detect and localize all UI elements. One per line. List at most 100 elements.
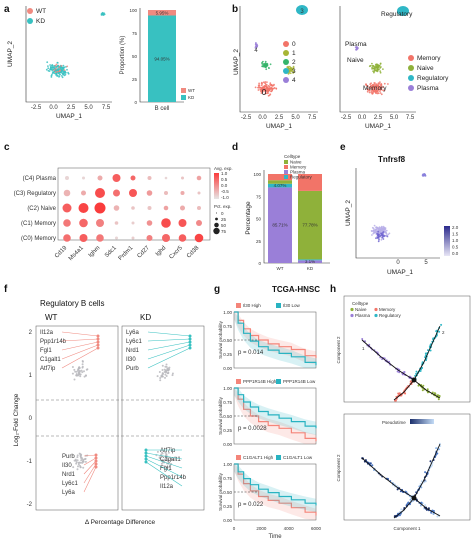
traj-top-point: [433, 392, 436, 395]
umap-b-point-naive: [373, 71, 375, 74]
umap-a-point-wt: [54, 71, 57, 73]
bar-a-legend-swatch: [181, 88, 186, 93]
umap-e-point-high: [380, 232, 383, 235]
km-title: TCGA-HNSC: [272, 285, 320, 294]
bar-d-ytick: 75: [256, 194, 262, 199]
umap-b-point-c0: [275, 87, 278, 90]
umap-b-point-c0: [266, 81, 268, 83]
volcano-point-grey: [165, 454, 168, 457]
volcano-ytick: 2: [29, 330, 33, 336]
volcano-wt-up-gene-connector: [61, 338, 99, 342]
pseudotime-colorbar: [410, 419, 434, 424]
umap-b-point-c0: [254, 86, 257, 89]
bar-d-legend-label: Plasma: [290, 170, 306, 175]
umap-e-point: [372, 232, 375, 235]
umap-b-left-xtick: 7.5: [308, 115, 317, 121]
umap-b-point-c2: [267, 67, 270, 69]
dotplot-row-label: (C1) Memory: [21, 221, 56, 227]
umap-e-xlabel: UMAP_1: [387, 269, 413, 276]
umap-a-point-kd: [51, 64, 54, 66]
km-legend-high: C1GALT1 High: [243, 455, 274, 460]
umap-b-point-c0: [266, 89, 269, 92]
volcano-point-grey: [165, 466, 168, 469]
bar-d-data-label: 4.07%: [274, 183, 287, 188]
volcano-wt-down-gene-connector: [83, 457, 97, 466]
volcano-point-grey: [156, 450, 159, 453]
umap-b-point-c0: [261, 91, 264, 93]
km-p-value: p = 0.014: [238, 350, 264, 356]
umap-b-point-c0: [261, 81, 263, 84]
umap-b-point-memory: [378, 82, 381, 85]
traj-legend-label: Memory: [379, 307, 396, 312]
umap-b-point-memory: [368, 91, 371, 94]
umap-a-point-wt: [56, 70, 59, 73]
dotplot-gene-label: Cd19: [54, 245, 69, 260]
bar-a-data-label: 5.95%: [156, 10, 169, 15]
volcano-point-grey: [80, 459, 83, 462]
umap-b-point-naive: [369, 64, 372, 67]
traj-top-node: [411, 377, 417, 383]
umap-b-point-c0: [262, 81, 265, 84]
km-xlabel: Time: [268, 534, 282, 540]
dotplot-dot: [146, 190, 153, 196]
volcano-kd-up-gene-connector: [147, 347, 191, 369]
volcano-point-grey: [164, 373, 167, 376]
umap-a-point-kd: [51, 69, 54, 72]
km-legend-high: PPP1R14B High: [243, 379, 277, 384]
umap-e-axes: [355, 168, 440, 259]
dotplot-dot: [196, 220, 202, 226]
umap-b-point-plasma: [354, 46, 357, 49]
traj-bottom-branch: [413, 443, 441, 499]
bar-a-ytick: 75: [132, 31, 138, 36]
umap-b-point-memory: [377, 88, 379, 91]
umap-a-xtick: -2.5: [31, 105, 42, 111]
traj-top-point: [440, 323, 443, 326]
bar-d-ytick: 50: [256, 217, 262, 222]
volcano-point-grey: [158, 371, 161, 373]
volcano-point-grey: [76, 456, 79, 459]
volcano-point-grey: [167, 460, 170, 463]
umap-e-point: [373, 229, 375, 232]
volcano-point-grey: [71, 372, 74, 375]
umap-a-point-kd: [63, 66, 66, 69]
umap-b-point-memory: [380, 86, 383, 89]
umap-e-point: [375, 226, 377, 229]
bar-d-legend-label: Regulatory: [290, 175, 313, 180]
umap-b-point-c0: [266, 92, 269, 95]
umap-a-point-kd: [51, 66, 54, 69]
umap-b-point-memory: [368, 86, 371, 89]
traj-top-point: [426, 388, 429, 391]
umap-e-point: [380, 238, 383, 241]
umap-b-point-c0: [271, 88, 274, 91]
bar-a-legend-swatch: [181, 95, 186, 100]
umap-b-point-memory: [365, 83, 367, 86]
km-ylabel: Survival probability: [218, 320, 223, 359]
dotplot-dot: [147, 176, 152, 180]
umap-b-point-memory: [382, 86, 385, 88]
umap-b-point-c4: [255, 44, 258, 46]
volcano-kd-up-gene-connector: [147, 331, 191, 337]
dotplot-colorbar: [214, 173, 219, 199]
km-xtick: 4000: [284, 526, 295, 531]
bar-d-data-label: 3.1%: [305, 259, 315, 264]
umap-b-point-naive: [379, 67, 382, 69]
volcano-point-grey: [81, 371, 84, 374]
volcano-point-grey: [78, 452, 81, 455]
volcano-wt-down-gene-point: [94, 465, 98, 469]
bar-d-ytick: 25: [256, 239, 262, 244]
volcano-point-grey: [159, 379, 162, 382]
volcano-kd-up-gene: Ly6c1: [126, 339, 142, 345]
bar-a-legend-label: WT: [188, 88, 195, 93]
dotplot-dot: [81, 190, 86, 196]
umap-b-point-naive: [372, 67, 375, 70]
dotplot-dot: [197, 191, 201, 195]
volcano-wt-down-gene-point: [94, 462, 98, 466]
umap-a-point-wt: [55, 67, 57, 70]
umap-b-point-c0: [273, 87, 276, 89]
traj-top-point: [438, 330, 441, 333]
bar-a-ytick: 0: [134, 100, 137, 105]
dotplot-size-dot: [216, 212, 217, 214]
umap-e-point-high: [378, 238, 380, 241]
km-curve-high-ci: [234, 312, 316, 365]
